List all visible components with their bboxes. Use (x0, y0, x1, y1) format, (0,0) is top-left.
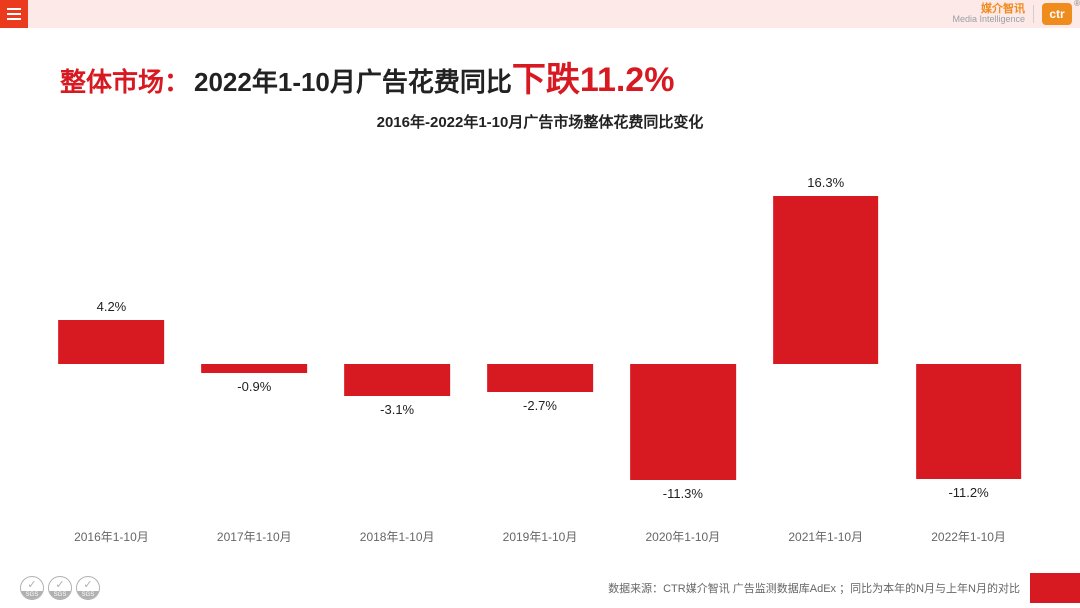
bar-value-label: 16.3% (807, 175, 844, 190)
brand-logo: ctr (1042, 3, 1072, 25)
chart-title: 2016年-2022年1-10月广告市场整体花费同比变化 (60, 111, 1020, 132)
x-axis-label: 2020年1-10月 (611, 528, 754, 545)
bar (487, 364, 593, 392)
x-axis: 2016年1-10月2017年1-10月2018年1-10月2019年1-10月… (40, 528, 1040, 545)
x-axis-label: 2019年1-10月 (469, 528, 612, 545)
footer: SGS SGS SGS 数据来源：CTR媒介智讯 广告监测数据库AdEx ；同比… (0, 568, 1080, 608)
x-axis-label: 2021年1-10月 (754, 528, 897, 545)
x-axis-label: 2018年1-10月 (326, 528, 469, 545)
sgs-badge: SGS (20, 576, 44, 600)
page-title: 整体市场： 2022年1-10月广告花费同比 下跌11.2% (60, 52, 1020, 101)
bar-slot: -0.9% (183, 178, 326, 498)
bar-slot: -11.2% (897, 178, 1040, 498)
bar-slot: 16.3% (754, 178, 897, 498)
title-emphasis: 下跌11.2% (512, 52, 675, 101)
hamburger-icon (7, 8, 21, 20)
x-axis-label: 2017年1-10月 (183, 528, 326, 545)
sgs-badge: SGS (48, 576, 72, 600)
brand-separator (1033, 5, 1034, 23)
bar-slot: -11.3% (611, 178, 754, 498)
bar (773, 196, 879, 364)
sgs-badge: SGS (76, 576, 100, 600)
bar-slot: -2.7% (469, 178, 612, 498)
bar-value-label: -11.3% (663, 486, 703, 501)
bar (201, 364, 307, 373)
bar-value-label: -3.1% (380, 402, 414, 417)
brand-en: Media Intelligence (952, 15, 1025, 24)
x-axis-label: 2022年1-10月 (897, 528, 1040, 545)
bar (630, 364, 736, 481)
chart-plot: 4.2% -0.9% -3.1% -2.7% -11.3% 16.3% -11.2% (40, 178, 1040, 498)
bar-value-label: 4.2% (97, 299, 127, 314)
sgs-badges: SGS SGS SGS (20, 576, 100, 600)
topbar: 媒介智讯 Media Intelligence ctr (0, 0, 1080, 28)
chart: 4.2% -0.9% -3.1% -2.7% -11.3% 16.3% -11.2% 201… (0, 138, 1080, 608)
accent-block (1030, 573, 1080, 603)
slide: 媒介智讯 Media Intelligence ctr 整体市场： 2022年1… (0, 0, 1080, 608)
brand: 媒介智讯 Media Intelligence ctr (952, 3, 1072, 25)
x-axis-label: 2016年1-10月 (40, 528, 183, 545)
bar-slot: -3.1% (326, 178, 469, 498)
menu-button[interactable] (0, 0, 28, 28)
source-text: 数据来源：CTR媒介智讯 广告监测数据库AdEx ；同比为本年的N月与上年N月的… (608, 580, 1020, 596)
title-prefix: 整体市场： (60, 62, 190, 99)
title-area: 整体市场： 2022年1-10月广告花费同比 下跌11.2% 2016年-202… (0, 28, 1080, 138)
bar-slot: 4.2% (40, 178, 183, 498)
bar-value-label: -0.9% (237, 379, 271, 394)
title-mid: 2022年1-10月广告花费同比 (194, 62, 512, 99)
brand-text: 媒介智讯 Media Intelligence (952, 4, 1025, 24)
bar (59, 320, 165, 363)
bar-value-label: -11.2% (948, 485, 988, 500)
bar (916, 364, 1022, 480)
bar (344, 364, 450, 396)
bar-value-label: -2.7% (523, 398, 557, 413)
source-wrap: 数据来源：CTR媒介智讯 广告监测数据库AdEx ；同比为本年的N月与上年N月的… (608, 573, 1080, 603)
